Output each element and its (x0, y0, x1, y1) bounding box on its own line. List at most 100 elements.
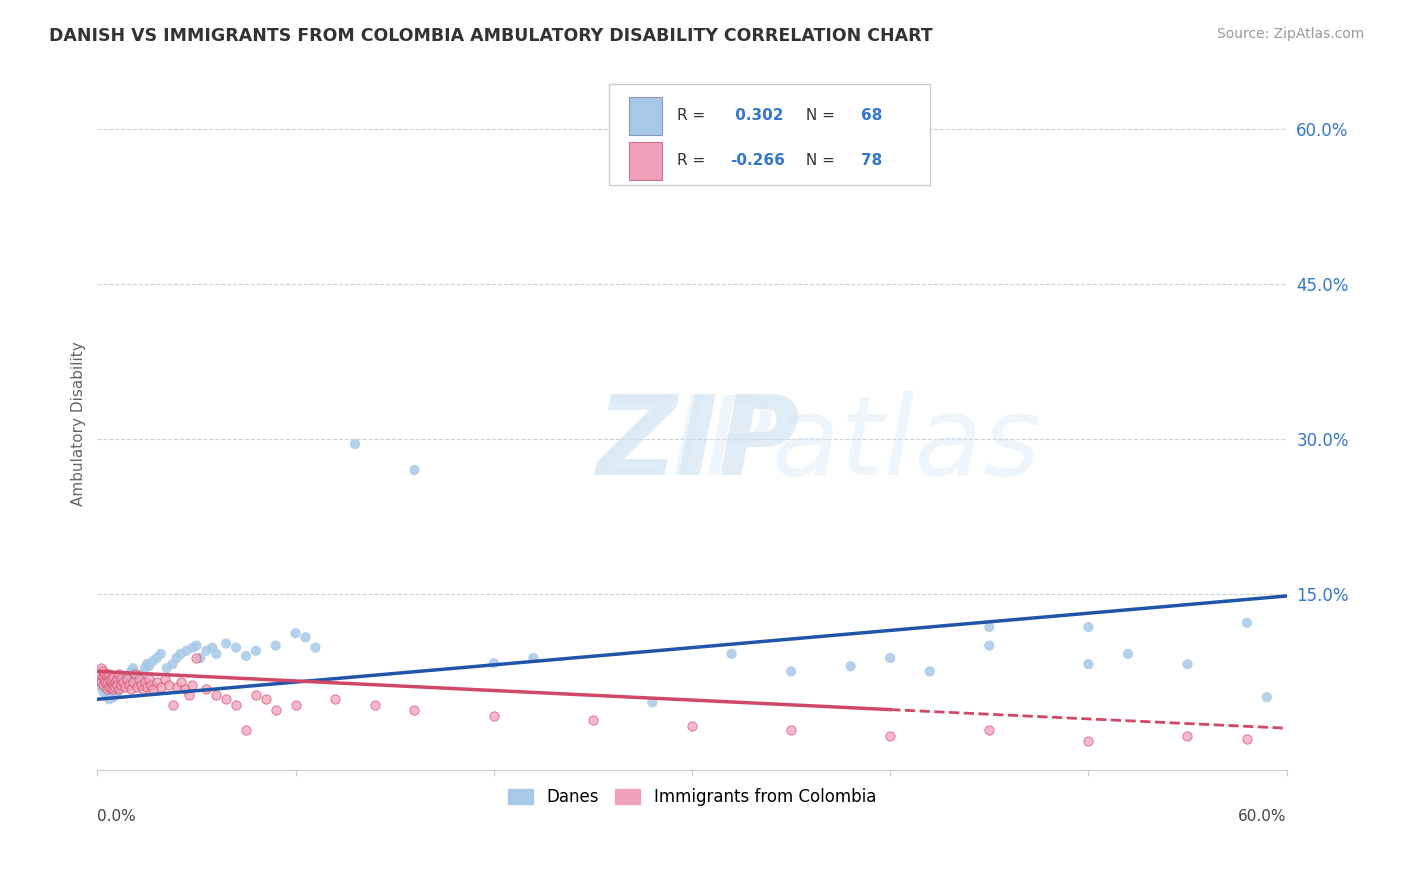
Point (1077, 733, 1099, 747)
Point (134, 661, 156, 675)
Point (522, 651, 544, 665)
Point (166, 680, 188, 694)
Point (103, 681, 125, 696)
Point (190, 651, 212, 665)
Point (215, 692, 238, 706)
Point (1256, 690, 1278, 705)
Point (90, 674, 112, 689)
Point (138, 672, 160, 686)
Point (110, 678, 132, 692)
Point (225, 640, 247, 655)
Point (98, 667, 121, 681)
Point (132, 681, 155, 696)
Point (162, 657, 184, 672)
Point (780, 665, 803, 679)
Point (186, 651, 208, 665)
Point (780, 723, 803, 738)
Point (120, 665, 142, 679)
Point (91, 678, 114, 692)
Point (105, 672, 128, 686)
Point (105, 678, 128, 692)
Point (91, 669, 114, 683)
Text: 78: 78 (860, 153, 882, 169)
Point (94, 667, 117, 681)
Point (94, 672, 117, 686)
Point (105, 685, 128, 699)
Point (129, 678, 152, 692)
Point (90, 661, 112, 675)
Point (100, 685, 122, 699)
Point (105, 680, 128, 694)
Point (98, 680, 121, 694)
Point (139, 678, 162, 692)
Point (96, 681, 118, 696)
Point (245, 644, 267, 658)
Text: R =: R = (676, 108, 710, 123)
Point (482, 656, 505, 670)
Text: -0.266: -0.266 (730, 153, 785, 169)
Point (181, 678, 204, 692)
Point (134, 674, 156, 689)
Point (103, 690, 125, 705)
Point (94, 674, 117, 689)
Point (404, 463, 426, 477)
Point (162, 698, 184, 713)
Point (104, 685, 127, 699)
Point (918, 665, 941, 679)
Point (103, 678, 125, 692)
Text: 68: 68 (860, 108, 882, 123)
Point (98, 672, 121, 686)
Point (225, 698, 247, 713)
Point (1236, 615, 1258, 630)
Text: ZIP: ZIP (596, 391, 800, 498)
Point (96, 688, 118, 702)
Point (103, 669, 125, 683)
Point (195, 644, 218, 658)
Point (323, 692, 346, 706)
Point (264, 639, 287, 653)
Point (205, 688, 228, 702)
Text: DANISH VS IMMIGRANTS FROM COLOMBIA AMBULATORY DISABILITY CORRELATION CHART: DANISH VS IMMIGRANTS FROM COLOMBIA AMBUL… (49, 27, 934, 45)
Text: N =: N = (801, 153, 841, 169)
Point (215, 636, 238, 650)
Point (1177, 657, 1199, 672)
Point (254, 692, 277, 706)
Point (110, 672, 132, 686)
Point (201, 640, 224, 655)
Point (100, 672, 122, 686)
Point (115, 672, 138, 686)
Point (156, 661, 179, 675)
Point (138, 659, 160, 673)
Point (979, 620, 1001, 634)
Point (129, 667, 152, 681)
Point (103, 678, 125, 692)
Point (284, 626, 307, 640)
Point (89, 667, 111, 681)
Point (89, 672, 111, 686)
Point (157, 678, 180, 692)
Point (96, 667, 118, 681)
Bar (628, 142, 662, 179)
Point (482, 708, 505, 723)
Point (1236, 731, 1258, 746)
Text: N =: N = (801, 108, 841, 123)
Point (1077, 657, 1099, 672)
Bar (628, 97, 662, 135)
Point (205, 647, 228, 661)
Point (122, 661, 145, 675)
Point (235, 648, 257, 663)
Point (100, 674, 122, 689)
Point (98, 680, 121, 694)
Point (153, 672, 176, 686)
Point (245, 688, 267, 702)
Point (344, 437, 367, 451)
Point (135, 657, 157, 672)
Point (879, 651, 901, 665)
Point (720, 647, 742, 661)
Point (112, 678, 135, 692)
Text: Source: ZipAtlas.com: Source: ZipAtlas.com (1216, 27, 1364, 41)
Point (98, 692, 121, 706)
Point (114, 680, 136, 694)
Point (879, 730, 901, 744)
Point (681, 719, 703, 733)
